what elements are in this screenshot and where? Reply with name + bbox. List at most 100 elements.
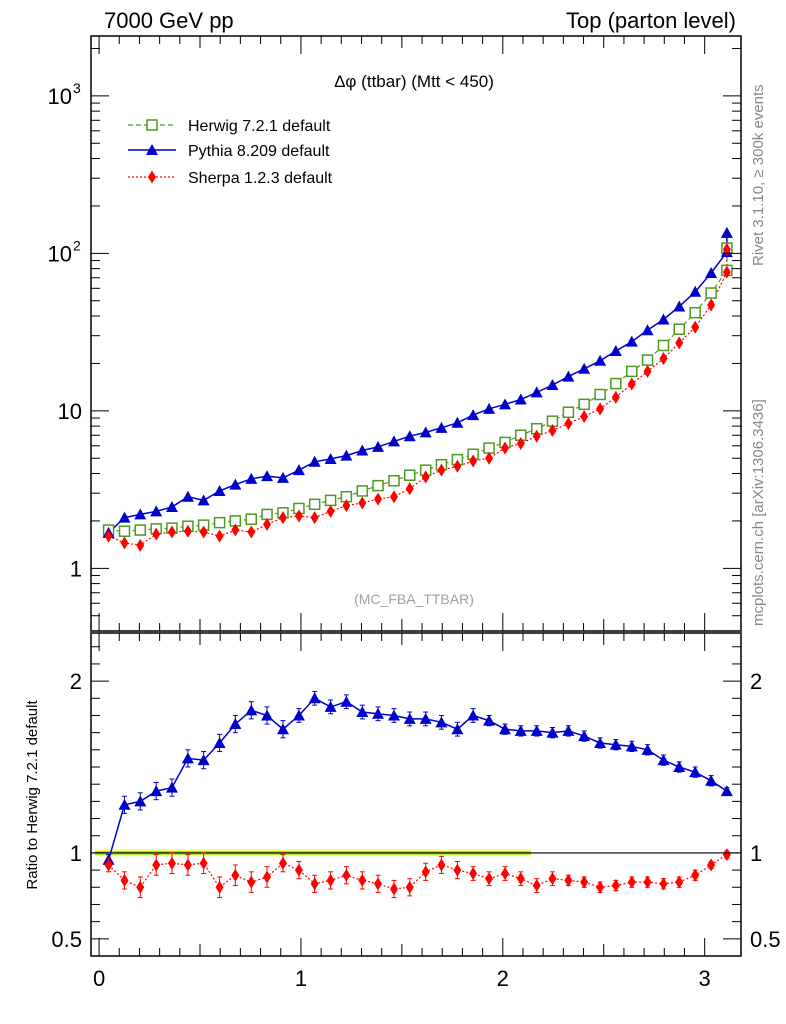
ratio-point-sherpa	[580, 875, 589, 889]
data-point-pythia	[689, 285, 702, 297]
y-tick-label: 10	[48, 241, 72, 266]
mcplots-reference-label: mcplots.cern.ch [arXiv:1306.3436]	[750, 399, 767, 626]
ratio-panel-frame	[90, 632, 742, 957]
data-point-pythia	[483, 402, 496, 414]
ratio-point-pythia	[594, 736, 607, 748]
data-point-sherpa	[231, 523, 240, 537]
ratio-point-pythia	[150, 785, 163, 797]
data-point-sherpa	[485, 451, 494, 465]
ratio-point-pythia	[213, 736, 226, 748]
data-point-sherpa	[675, 336, 684, 350]
data-point-pythia	[261, 470, 274, 482]
ratio-point-sherpa	[389, 882, 398, 896]
data-point-sherpa	[722, 265, 731, 279]
data-point-sherpa	[516, 437, 525, 451]
ratio-point-sherpa	[215, 880, 224, 894]
ratio-point-sherpa	[453, 863, 462, 877]
ratio-point-pythia	[514, 724, 527, 736]
data-point-pythia	[609, 344, 622, 356]
ratio-point-pythia	[483, 714, 496, 726]
data-point-herwig	[626, 365, 638, 378]
main-panel-frame	[90, 35, 742, 632]
ratio-point-pythia	[641, 743, 654, 755]
ratio-point-pythia	[578, 730, 591, 742]
data-point-sherpa	[548, 424, 557, 438]
ratio-point-sherpa	[611, 879, 620, 893]
data-point-sherpa	[389, 490, 398, 504]
data-point-pythia	[134, 508, 147, 520]
data-point-sherpa	[453, 459, 462, 473]
data-point-pythia	[546, 378, 559, 390]
data-point-herwig	[705, 287, 717, 299]
ratio-point-sherpa	[659, 877, 668, 891]
data-point-pythia	[451, 416, 464, 428]
ratio-point-pythia	[340, 695, 353, 707]
data-point-pythia	[245, 472, 258, 484]
ratio-point-pythia	[245, 704, 258, 716]
y-tick-exponent: 2	[73, 237, 81, 253]
data-point-pythia-last	[720, 226, 733, 238]
ratio-point-sherpa	[421, 865, 430, 879]
data-point-herwig	[483, 442, 495, 454]
data-point-sherpa	[691, 320, 700, 334]
data-point-sherpa	[469, 454, 478, 468]
y-tick-label: 10	[48, 84, 72, 109]
data-point-herwig	[562, 406, 575, 418]
data-point-pythia	[165, 501, 178, 513]
ratio-y-tick-label-right: 0.5	[750, 927, 781, 952]
data-point-pythia	[197, 494, 210, 506]
data-point-sherpa	[278, 511, 287, 525]
data-point-sherpa	[358, 496, 367, 510]
ratio-panel-marks	[91, 690, 741, 899]
data-point-pythia	[308, 455, 321, 467]
ratio-point-pythia	[118, 798, 131, 810]
ratio-point-pythia	[499, 723, 512, 735]
ratio-line-sherpa	[108, 854, 728, 890]
legend: Herwig 7.2.1 default Pythia 8.209 default…	[128, 118, 333, 187]
ratio-y-tick-label-left: 1	[70, 841, 82, 866]
ratio-point-pythia	[292, 709, 305, 721]
data-point-sherpa	[310, 511, 319, 525]
data-point-pythia	[387, 435, 400, 447]
analysis-watermark: (MC_FBA_TTBAR)	[354, 591, 474, 607]
ratio-point-sherpa	[167, 856, 176, 870]
data-point-herwig	[308, 498, 321, 511]
header-left-title: 7000 GeV pp	[104, 8, 234, 33]
ratio-point-sherpa	[675, 875, 684, 889]
data-point-sherpa	[183, 524, 192, 538]
data-point-pythia	[150, 505, 163, 517]
ratio-point-pythia	[673, 761, 686, 773]
ratio-point-pythia	[197, 754, 210, 766]
ratio-point-sherpa	[469, 867, 478, 881]
legend-label-sherpa: Sherpa 1.2.3 default	[188, 170, 333, 187]
ratio-point-sherpa	[532, 879, 541, 893]
data-point-pythia	[324, 452, 337, 464]
data-point-pythia	[229, 478, 242, 490]
ratio-point-pythia	[546, 726, 559, 738]
ratio-y-tick-label-left: 0.5	[51, 927, 82, 952]
data-point-herwig	[324, 494, 337, 507]
data-point-sherpa	[294, 509, 303, 523]
ratio-point-sherpa	[627, 875, 636, 889]
data-point-sherpa	[580, 410, 589, 424]
ratio-y-tick-label-left: 2	[70, 669, 82, 694]
ratio-panel-ticks: 0.5 0.5 1 1 2 2 0 1 2 3	[51, 633, 781, 991]
data-point-pythia	[276, 471, 289, 483]
ratio-point-sherpa	[516, 872, 525, 886]
data-point-pythia	[594, 354, 607, 366]
ratio-point-pythia	[467, 709, 480, 721]
data-point-sherpa	[104, 529, 113, 543]
data-point-pythia	[673, 300, 686, 312]
ratio-point-sherpa	[374, 877, 383, 891]
data-point-sherpa	[564, 417, 573, 431]
data-point-herwig	[641, 354, 654, 366]
ratio-point-pythia	[705, 774, 718, 786]
y-tick-label: 10	[58, 399, 82, 424]
ratio-point-sherpa	[437, 858, 446, 872]
ratio-point-sherpa	[199, 856, 208, 870]
data-point-sherpa	[167, 525, 176, 539]
main-panel-title: Δφ (ttbar) (Mtt < 450)	[334, 72, 494, 91]
data-point-pythia	[562, 370, 575, 382]
data-point-herwig	[213, 516, 226, 529]
data-point-sherpa	[152, 527, 161, 541]
